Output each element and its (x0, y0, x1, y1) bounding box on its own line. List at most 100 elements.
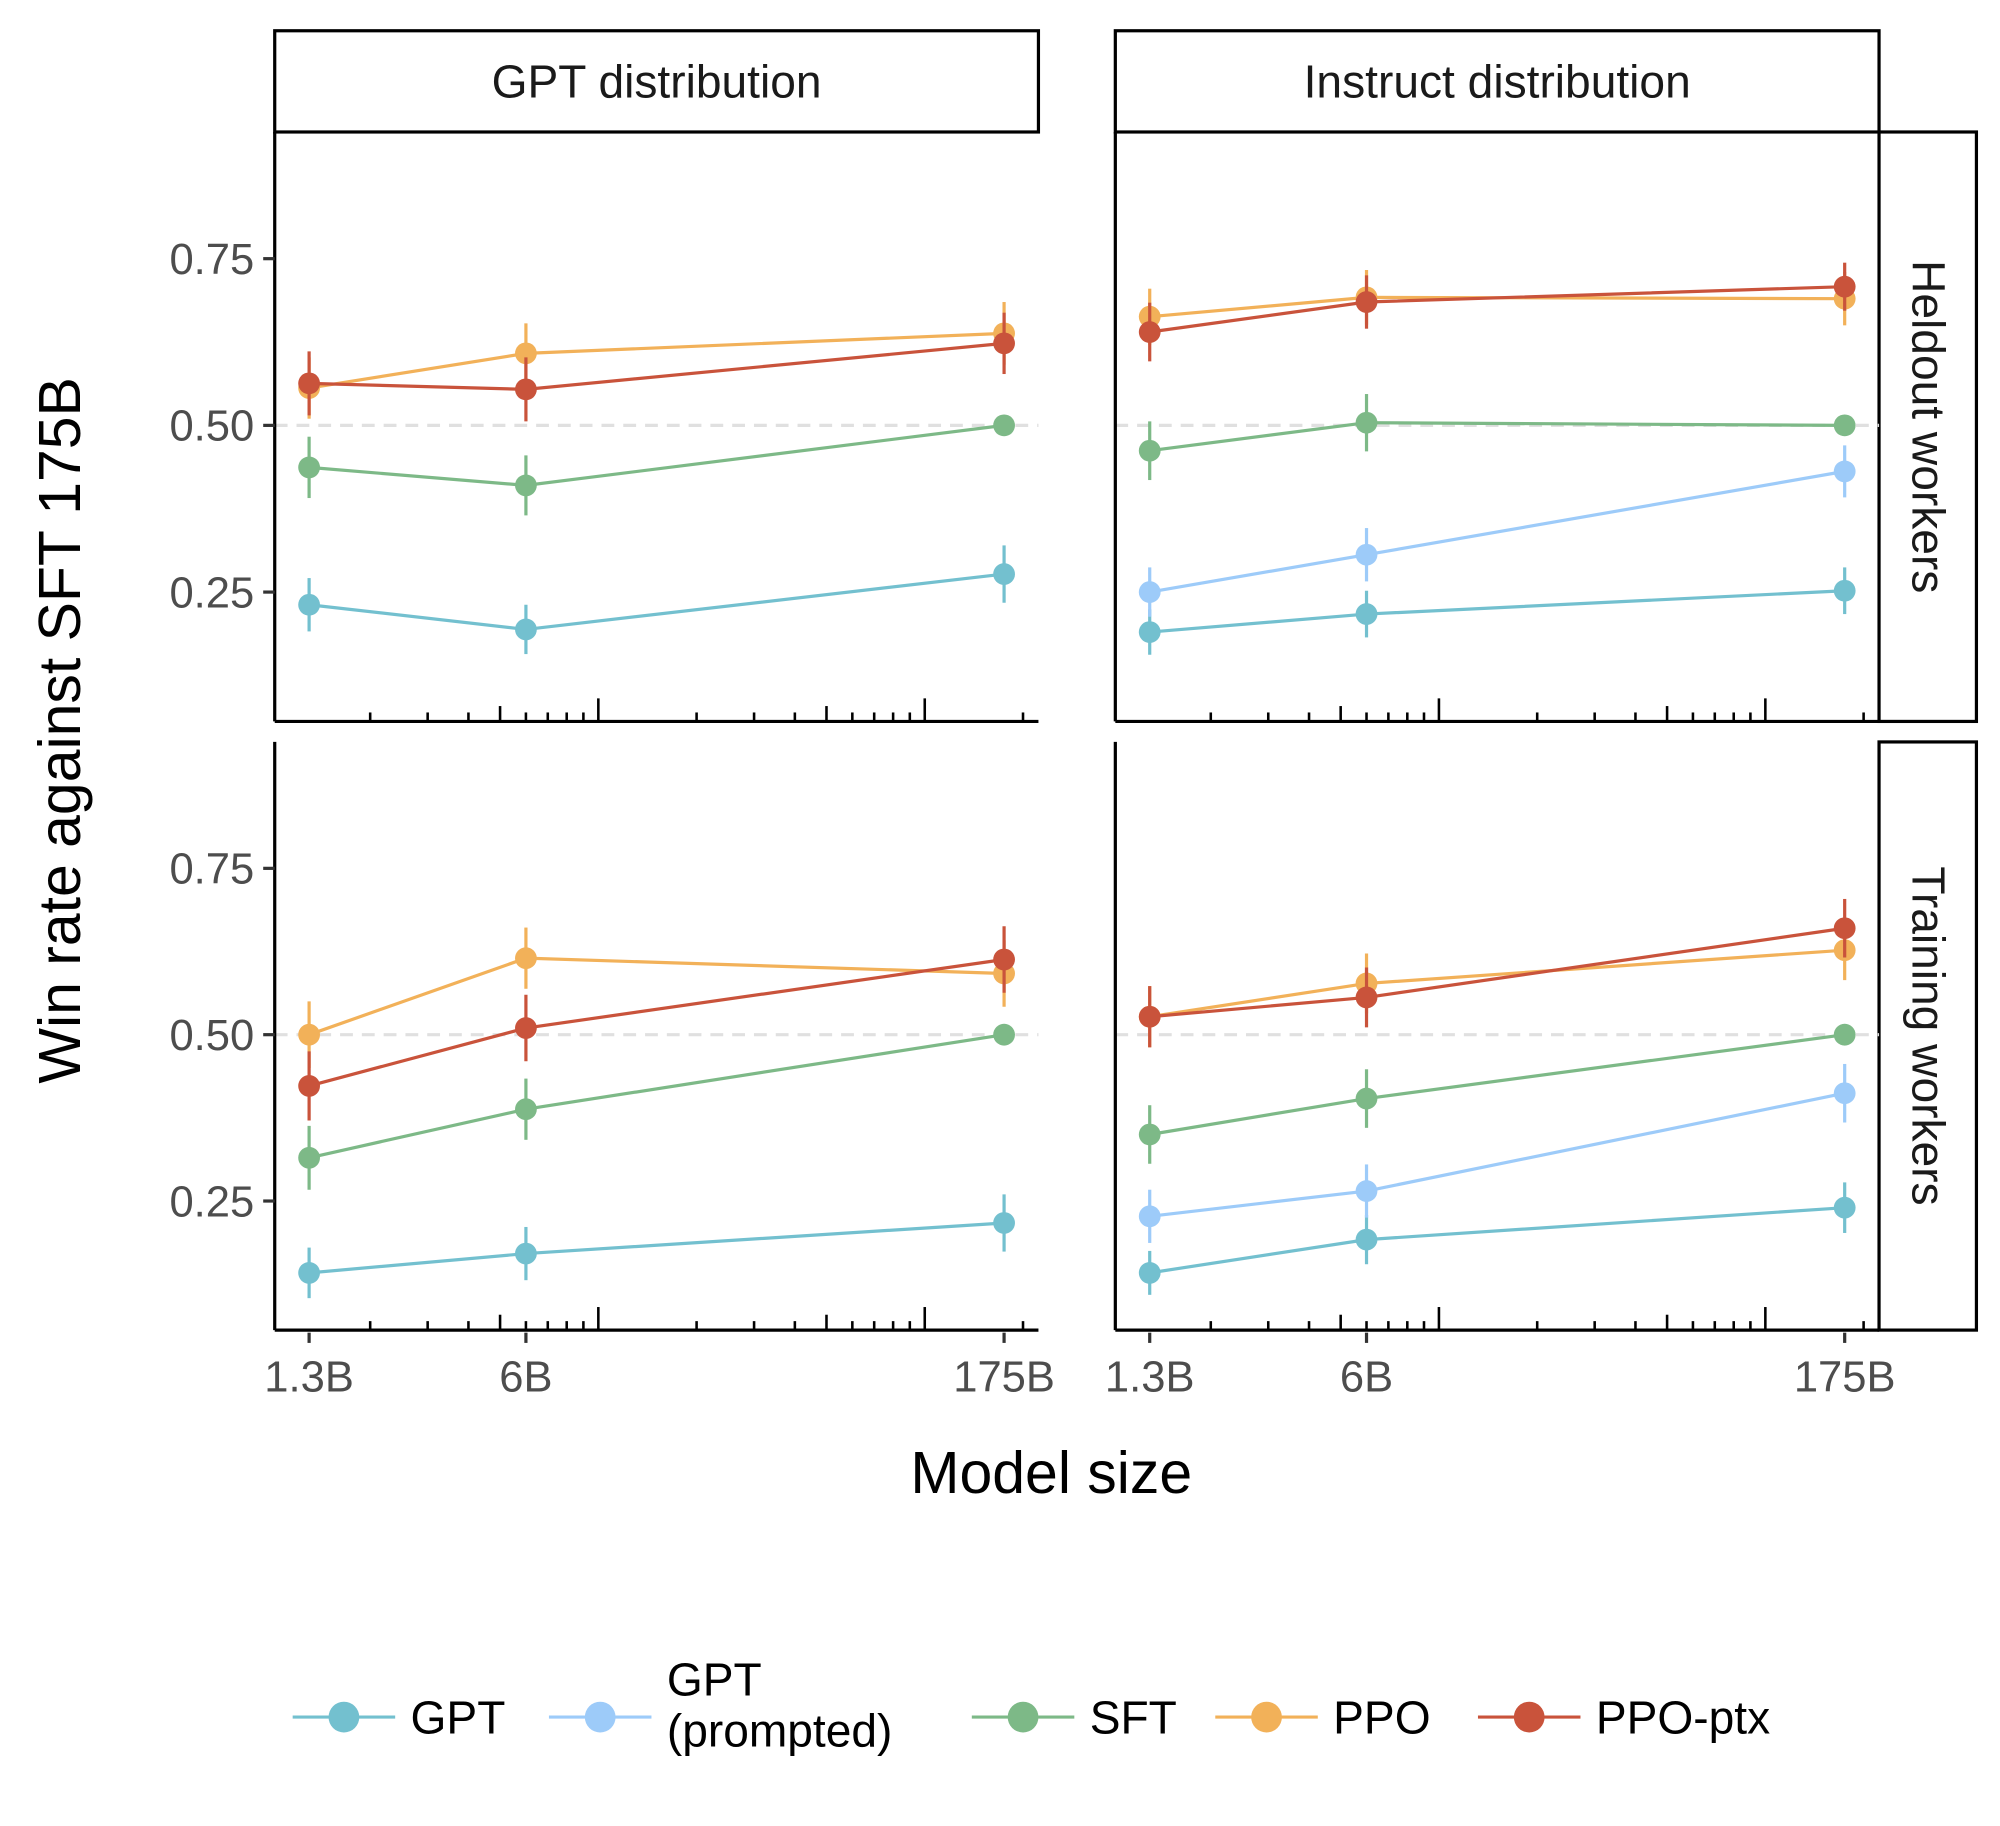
y-tick-label: 0.50 (169, 1012, 254, 1060)
series-line (308, 572, 1005, 632)
legend-label: PPO-ptx (1596, 1692, 1770, 1744)
panel: 1.3B 6B 175B (1105, 741, 1896, 1402)
data-point (298, 1075, 321, 1097)
series-ppo-ptx (298, 926, 1015, 1121)
legend-item: SFT (971, 1692, 1177, 1744)
data-point (515, 618, 537, 641)
series-ppo-ptx (1138, 262, 1856, 362)
legend-key-marker (328, 1701, 360, 1733)
data-point (1355, 1228, 1378, 1251)
series-sft (298, 414, 1015, 516)
data-point (1138, 321, 1161, 343)
series-line (1149, 1206, 1845, 1275)
data-point (1138, 581, 1161, 603)
series-ppo (1138, 270, 1856, 345)
data-point (1833, 917, 1856, 940)
data-point (1355, 1180, 1378, 1202)
x-tick-label: 175B (1794, 1354, 1896, 1402)
data-point (1833, 579, 1856, 602)
data-point (1138, 1123, 1161, 1146)
facet-label-column: GPT distribution (492, 55, 822, 107)
y-tick-label: 0.25 (169, 569, 254, 617)
data-point (1355, 291, 1378, 313)
data-point (1355, 1087, 1378, 1110)
data-point (515, 947, 537, 970)
series-line (308, 956, 1005, 1037)
series-line (308, 957, 1005, 1088)
legend-item: GPT(prompted) (548, 1653, 893, 1757)
legend-label: PPO (1333, 1692, 1430, 1744)
x-tick-label: 1.3B (1105, 1354, 1195, 1402)
series-line (1149, 469, 1845, 594)
series-line (308, 1221, 1005, 1275)
facet-label-column: Instruct distribution (1304, 55, 1691, 107)
series-line (1149, 1033, 1845, 1137)
data-point (515, 474, 537, 497)
series-sft (298, 1023, 1015, 1190)
x-tick-label: 6B (1340, 1354, 1393, 1402)
x-tick-label: 1.3B (264, 1354, 354, 1402)
series-gpt (298, 1194, 1015, 1299)
legend-item: GPT (292, 1692, 506, 1744)
legend-label: GPT (667, 1653, 762, 1705)
x-axis-label: Model size (910, 1441, 1192, 1506)
series-line (1149, 926, 1845, 1019)
data-point (993, 1023, 1015, 1046)
data-point (298, 456, 321, 479)
facet-strip-row (1877, 130, 1979, 724)
legend-key-marker (1251, 1701, 1282, 1733)
data-point (515, 1017, 537, 1039)
y-tick-label: 0.75 (169, 846, 254, 894)
data-point (1833, 414, 1856, 437)
data-point (1833, 1023, 1856, 1046)
data-point (515, 1242, 537, 1265)
data-point (993, 1212, 1015, 1234)
data-point (298, 372, 321, 395)
facet-strip-column (273, 29, 1041, 134)
series-line (308, 331, 1005, 390)
facet-label-row: Heldout workers (1902, 260, 1954, 593)
series-ppo (1138, 920, 1856, 1048)
legend-label: (prompted) (667, 1705, 893, 1757)
data-point (1833, 275, 1856, 298)
series-ppo-ptx (1138, 898, 1856, 1048)
data-point (1138, 1261, 1161, 1284)
series-gpt (298, 545, 1015, 655)
data-point (298, 1146, 321, 1169)
panel: 0.25 0.50 0.75 1.3B 6B 175B (169, 741, 1055, 1402)
data-point (1138, 439, 1161, 462)
y-axis-label: Win rate against SFT 175B (28, 377, 93, 1084)
series-line (308, 423, 1005, 487)
series-line (308, 1033, 1005, 1160)
legend-item: PPO-ptx (1477, 1692, 1770, 1744)
data-point (993, 414, 1015, 437)
data-point (993, 563, 1015, 585)
series-line (1149, 589, 1845, 634)
data-point (1355, 986, 1378, 1009)
data-point (1138, 1205, 1161, 1228)
legend-label: SFT (1090, 1692, 1177, 1744)
series-gpt (1138, 567, 1856, 655)
data-point (515, 1098, 537, 1121)
data-point (1355, 603, 1378, 625)
data-point (993, 948, 1015, 971)
data-point (298, 593, 321, 616)
data-point (1833, 460, 1856, 483)
series-line (1149, 1091, 1846, 1218)
series-gpt-prompted- (1138, 445, 1856, 617)
facet-strip-column (1113, 29, 1881, 134)
data-point (1833, 1082, 1856, 1105)
series-line (309, 341, 1005, 391)
legend-key-marker (1513, 1701, 1545, 1733)
legend-label: GPT (411, 1692, 506, 1744)
series-ppo (298, 927, 1015, 1068)
data-point (1138, 1005, 1161, 1028)
series-sft (1138, 394, 1856, 481)
y-tick-label: 0.50 (169, 403, 254, 451)
series-gpt-prompted- (1138, 1063, 1856, 1243)
data-point (515, 342, 537, 365)
data-point (1138, 621, 1161, 643)
data-point (298, 1023, 321, 1046)
x-tick-label: 175B (953, 1354, 1055, 1402)
